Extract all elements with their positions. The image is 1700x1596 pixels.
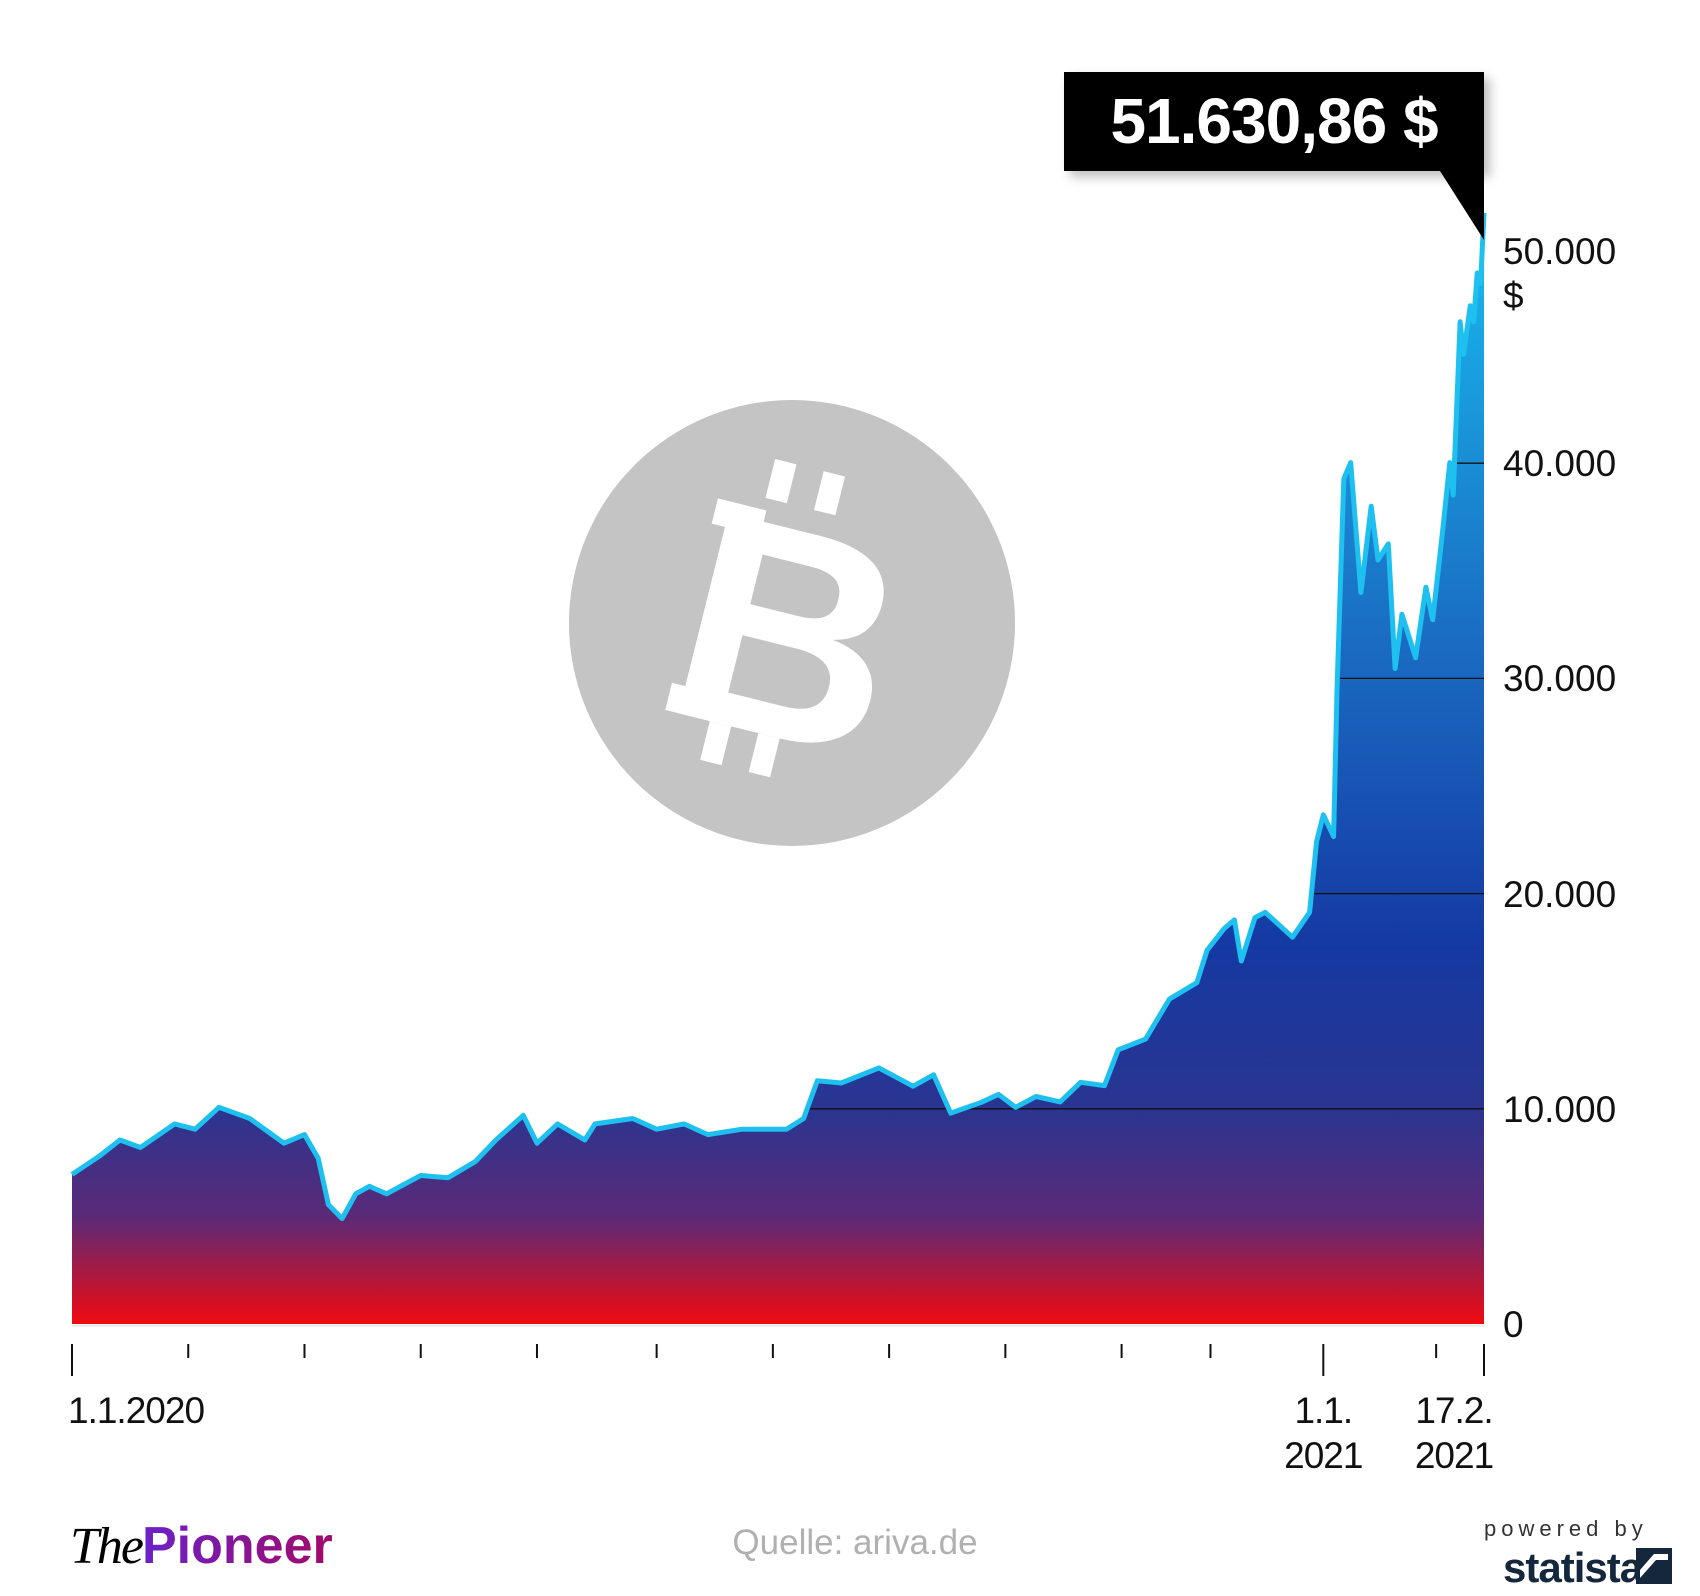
- statista-logo: statista: [1503, 1544, 1643, 1591]
- y-tick-label: 0: [1503, 1304, 1524, 1345]
- logo-pioneer: Pioneer: [142, 1517, 333, 1575]
- latest-price-callout: 51.630,86 $: [1064, 72, 1484, 171]
- price-line: [70, 212, 1487, 1222]
- y-tick-label: 50.000 $: [1503, 231, 1617, 317]
- powered-by-label: powered by: [1484, 1516, 1648, 1541]
- x-tick-label: 1.1. 2021: [1284, 1390, 1363, 1477]
- statista-mark-icon: [1636, 1548, 1672, 1584]
- y-tick-label: 10.000: [1503, 1088, 1617, 1130]
- x-axis-ticks: [71, 1344, 1485, 1376]
- x-tick-label: 1.1.2020: [68, 1390, 205, 1431]
- bitcoin-logo-icon: B: [569, 400, 1015, 846]
- y-tick-label: 40.000: [1503, 443, 1617, 485]
- x-tick-label: 17.2. 2021: [1414, 1390, 1494, 1477]
- logo-the: The: [70, 1518, 144, 1575]
- source-note: Quelle: ariva.de: [732, 1523, 978, 1562]
- y-tick-label: 30.000: [1503, 658, 1617, 700]
- thepioneer-logo: ThePioneer: [70, 1520, 333, 1573]
- callout-pointer: [1440, 171, 1484, 240]
- y-tick-label: 20.000: [1503, 873, 1617, 915]
